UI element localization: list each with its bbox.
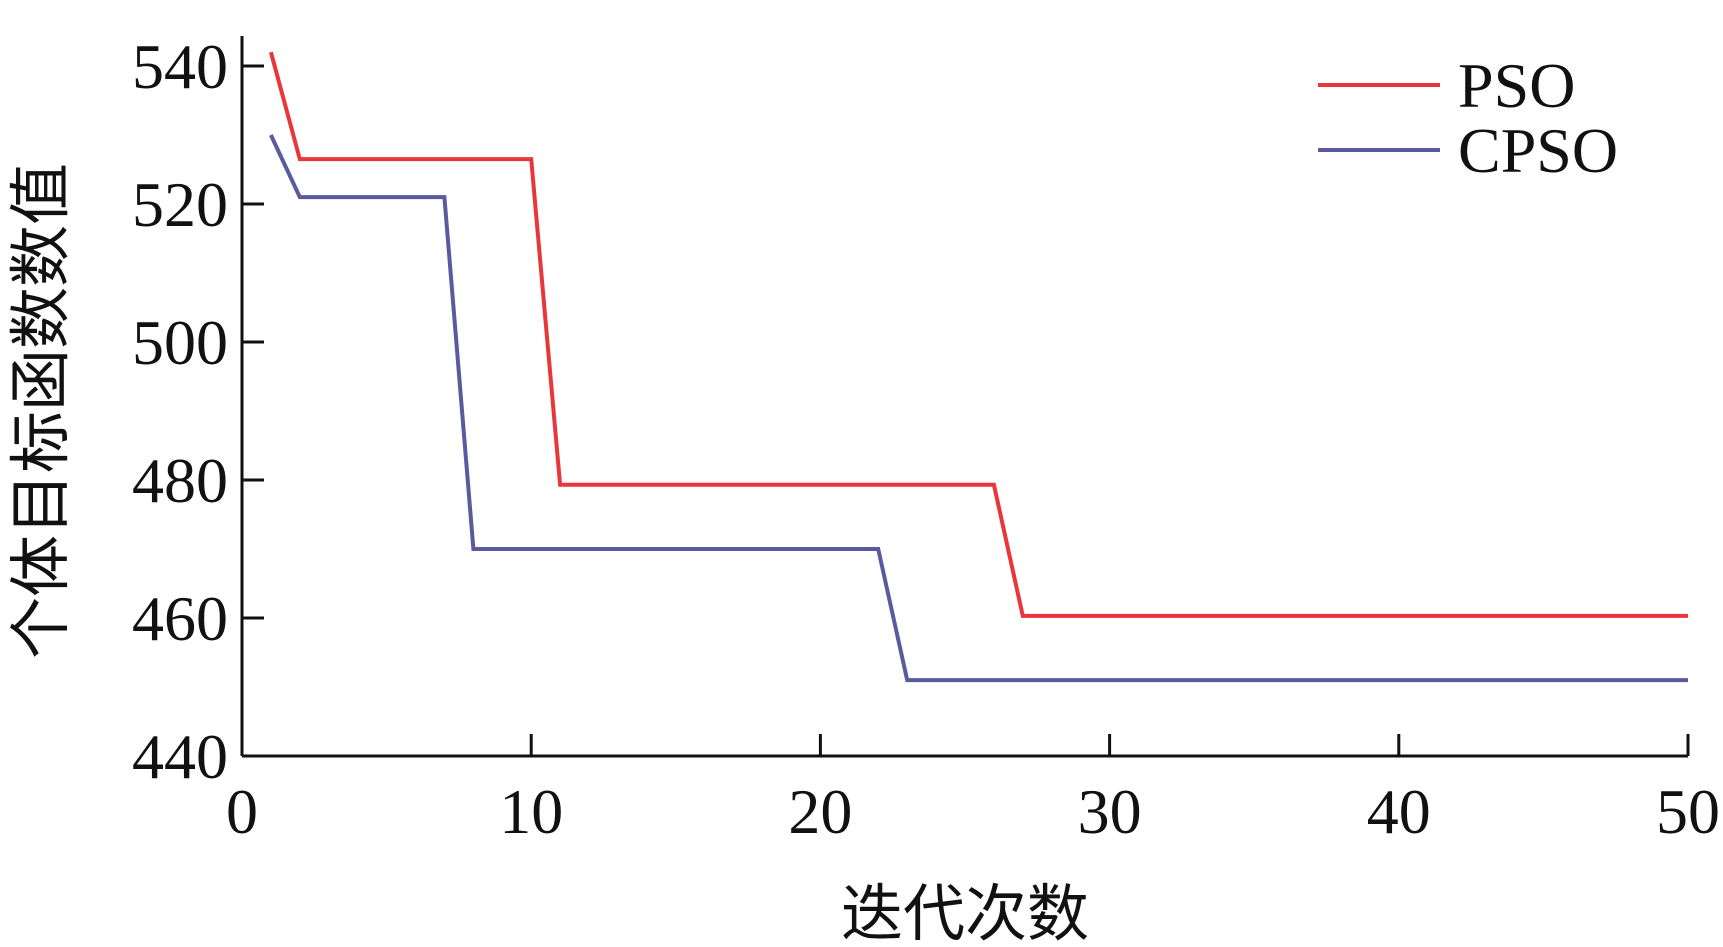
y-tick-label: 540: [132, 31, 228, 102]
y-ticks: 440 460 480 500 520 540: [132, 31, 264, 792]
y-tick-label: 500: [132, 307, 228, 378]
legend: PSO CPSO: [1318, 50, 1618, 186]
x-axis-title: 迭代次数: [841, 877, 1089, 947]
axes: [240, 36, 1688, 758]
x-tick-label: 0: [226, 776, 258, 847]
x-tick-label: 10: [499, 776, 563, 847]
x-tick-label: 30: [1078, 776, 1142, 847]
y-tick-label: 440: [132, 721, 228, 792]
x-tick-label: 40: [1367, 776, 1431, 847]
series-group: [268, 51, 1688, 683]
legend-item-pso: PSO: [1318, 50, 1575, 121]
x-tick-label: 50: [1656, 776, 1720, 847]
y-axis-title: 个体目标函数数值: [4, 163, 77, 659]
legend-label-pso: PSO: [1458, 50, 1575, 121]
y-tick-label: 460: [132, 583, 228, 654]
legend-item-cpso: CPSO: [1318, 115, 1618, 186]
series-line-cpso: [269, 134, 1688, 683]
legend-label-cpso: CPSO: [1458, 115, 1618, 186]
x-ticks: 0 10 20 30 40 50: [226, 734, 1720, 847]
y-tick-label: 480: [132, 445, 228, 516]
series-line-pso: [268, 51, 1688, 618]
y-tick-label: 520: [132, 169, 228, 240]
x-tick-label: 20: [788, 776, 852, 847]
